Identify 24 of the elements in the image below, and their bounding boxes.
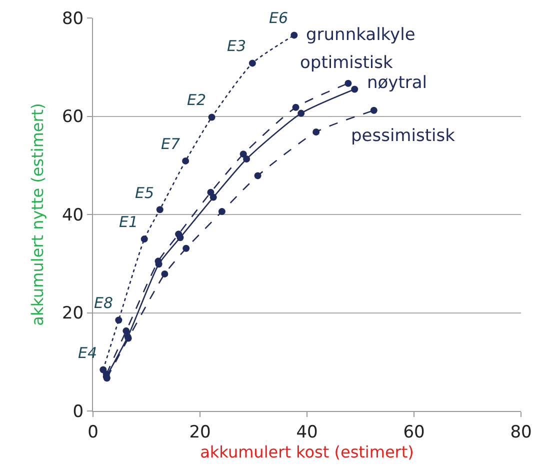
x-axis-title: akkumulert kost (estimert) bbox=[200, 442, 414, 462]
annotation: E1 bbox=[119, 213, 138, 231]
series-label: pessimistisk bbox=[351, 126, 456, 146]
y-axis-title: akkumulert nytte (estimert) bbox=[28, 103, 47, 326]
annotation: E4 bbox=[78, 344, 98, 362]
y-tick-label: 0 bbox=[72, 402, 84, 422]
annotation: E7 bbox=[161, 135, 180, 153]
annotation: E2 bbox=[187, 91, 206, 109]
x-tick-label: 0 bbox=[88, 422, 98, 442]
series-label: optimistisk bbox=[300, 53, 393, 73]
annotation: E5 bbox=[135, 184, 154, 202]
annotation: E6 bbox=[269, 9, 288, 27]
x-tick-label: 20 bbox=[189, 422, 211, 442]
y-tick-label: 40 bbox=[62, 205, 84, 226]
y-tick-label: 60 bbox=[62, 107, 84, 128]
x-tick-label: 60 bbox=[403, 422, 425, 442]
annotation: E3 bbox=[227, 37, 246, 55]
y-tick-label: 20 bbox=[62, 304, 84, 324]
series-label: grunnkalkyle bbox=[306, 25, 416, 45]
series-label: nøytral bbox=[367, 73, 428, 93]
y-tick-label: 80 bbox=[62, 8, 84, 29]
annotation: E8 bbox=[94, 294, 114, 312]
x-tick-label: 80 bbox=[510, 422, 532, 442]
x-tick-label: 40 bbox=[296, 422, 318, 442]
